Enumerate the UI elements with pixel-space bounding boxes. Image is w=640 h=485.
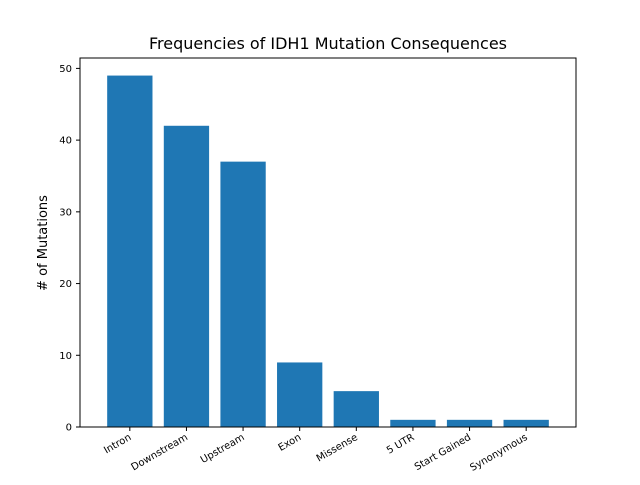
x-tick-label: Upstream <box>199 432 247 466</box>
bar-downstream <box>163 125 210 427</box>
y-tick-label: 20 <box>59 279 72 290</box>
bar-synonymous <box>503 419 549 427</box>
axes-frame <box>79 57 577 428</box>
x-tick-label: 5 UTR <box>385 432 416 457</box>
axes-layer <box>79 57 577 428</box>
x-tick-label: Missense <box>315 432 360 464</box>
y-tick-label: 40 <box>59 136 72 147</box>
bars-layer <box>107 75 549 427</box>
chart-title: Frequencies of IDH1 Mutation Consequence… <box>149 34 507 53</box>
x-tick-label: Synonymous <box>468 432 529 474</box>
y-tick-label: 10 <box>59 351 72 362</box>
x-tick-label: Intron <box>102 432 133 456</box>
bar-start-gained <box>446 419 493 427</box>
bar-missense <box>333 391 379 427</box>
y-tick-label: 0 <box>66 423 72 434</box>
x-tick-label: Exon <box>277 432 304 454</box>
x-tick-label: Downstream <box>130 432 190 473</box>
x-tick-label: Start Gained <box>413 432 473 473</box>
y-axis-label: # of Mutations <box>36 195 51 291</box>
y-tick-label: 50 <box>59 64 72 75</box>
bar-upstream <box>220 161 266 427</box>
bar-intron <box>107 75 153 427</box>
bar-exon <box>277 362 323 427</box>
bar-5-utr <box>390 419 436 427</box>
y-tick-label: 30 <box>59 207 72 218</box>
